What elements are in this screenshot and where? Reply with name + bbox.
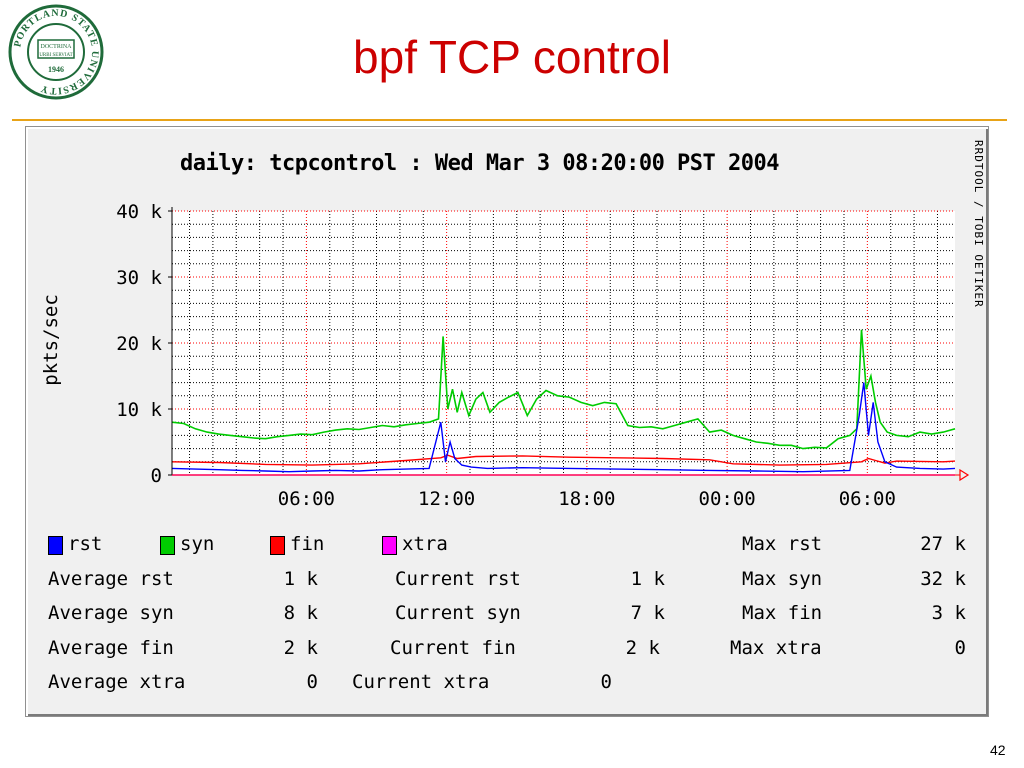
legend-swatch-fin xyxy=(270,536,285,555)
x-tick-label: 18:00 xyxy=(558,488,615,510)
x-tick-label: 06:00 xyxy=(839,488,896,510)
x-tick-label: 06:00 xyxy=(278,488,335,510)
page-number: 42 xyxy=(990,742,1006,758)
series-line-rst xyxy=(171,382,956,473)
series-line-syn xyxy=(171,329,956,450)
legend-label-rst: rst xyxy=(68,533,103,555)
stat-current-value: 7 k xyxy=(630,602,665,624)
stat-current-value: 1 k xyxy=(630,568,665,590)
seal-motto-bottom: URBI SERVIAT xyxy=(39,53,72,58)
stat-average-label: Average rst xyxy=(48,568,174,590)
stat-average-value: 1 k xyxy=(283,568,318,590)
stat-current-label: Current syn xyxy=(395,602,521,624)
series-line-fin xyxy=(171,454,956,466)
legend-swatch-syn xyxy=(160,536,175,555)
title-divider xyxy=(12,119,1007,121)
legend-label-syn: syn xyxy=(180,533,215,555)
chart-title: daily: tcpcontrol : Wed Mar 3 08:20:00 P… xyxy=(180,151,780,176)
stat-current-label: Current fin xyxy=(390,637,516,659)
stat-current-label: Current xtra xyxy=(352,671,490,693)
stat-max-value: 0 xyxy=(954,637,966,659)
slide-title: bpf TCP control xyxy=(353,31,671,83)
stat-max-label: Max xtra xyxy=(730,637,822,659)
stat-average-value: 8 k xyxy=(283,602,318,624)
stat-max-value: 32 k xyxy=(920,568,966,590)
y-tick-label: 0 xyxy=(151,465,162,487)
stat-average-value: 0 xyxy=(306,671,318,693)
stat-max-value: 27 k xyxy=(920,533,966,555)
y-tick-label: 40 k xyxy=(116,201,162,223)
stat-average-label: Average fin xyxy=(48,637,174,659)
stat-average-value: 2 k xyxy=(283,637,318,659)
stat-max-label: Max syn xyxy=(742,568,823,590)
x-tick-label: 00:00 xyxy=(699,488,756,510)
stat-max-label: Max rst xyxy=(742,533,823,555)
stat-max-label: Max fin xyxy=(742,602,823,624)
y-tick-label: 10 k xyxy=(116,399,162,421)
y-axis-label: pkts/sec xyxy=(40,294,62,386)
x-axis-arrow xyxy=(959,468,970,482)
rrdtool-credit-label: RRDTOOL / TOBI OETIKER xyxy=(972,140,985,308)
stat-average-label: Average syn xyxy=(48,602,174,624)
x-tick-label: 12:00 xyxy=(418,488,475,510)
y-tick-label: 20 k xyxy=(116,333,162,355)
stat-current-value: 0 xyxy=(600,671,612,693)
stat-average-label: Average xtra xyxy=(48,671,186,693)
legend-label-fin: fin xyxy=(290,533,325,555)
y-tick-label: 30 k xyxy=(116,267,162,289)
legend-swatch-rst xyxy=(48,536,63,555)
seal-year: 1946 xyxy=(48,65,64,74)
university-seal-logo: PORTLAND STATE UNIVERSITY DOCTRINA URBI … xyxy=(8,4,104,100)
stat-max-value: 3 k xyxy=(931,602,966,624)
legend-swatch-xtra xyxy=(382,536,397,555)
seal-motto-top: DOCTRINA xyxy=(41,44,73,50)
legend-label-xtra: xtra xyxy=(402,533,448,555)
stat-current-label: Current rst xyxy=(395,568,521,590)
stat-current-value: 2 k xyxy=(625,637,660,659)
